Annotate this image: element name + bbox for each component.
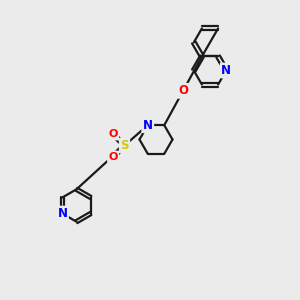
Text: N: N [143,119,153,132]
Text: N: N [58,207,68,220]
Text: N: N [221,64,231,77]
Text: O: O [178,84,188,97]
Text: S: S [120,139,129,152]
Text: O: O [108,152,118,162]
Text: O: O [108,129,118,139]
